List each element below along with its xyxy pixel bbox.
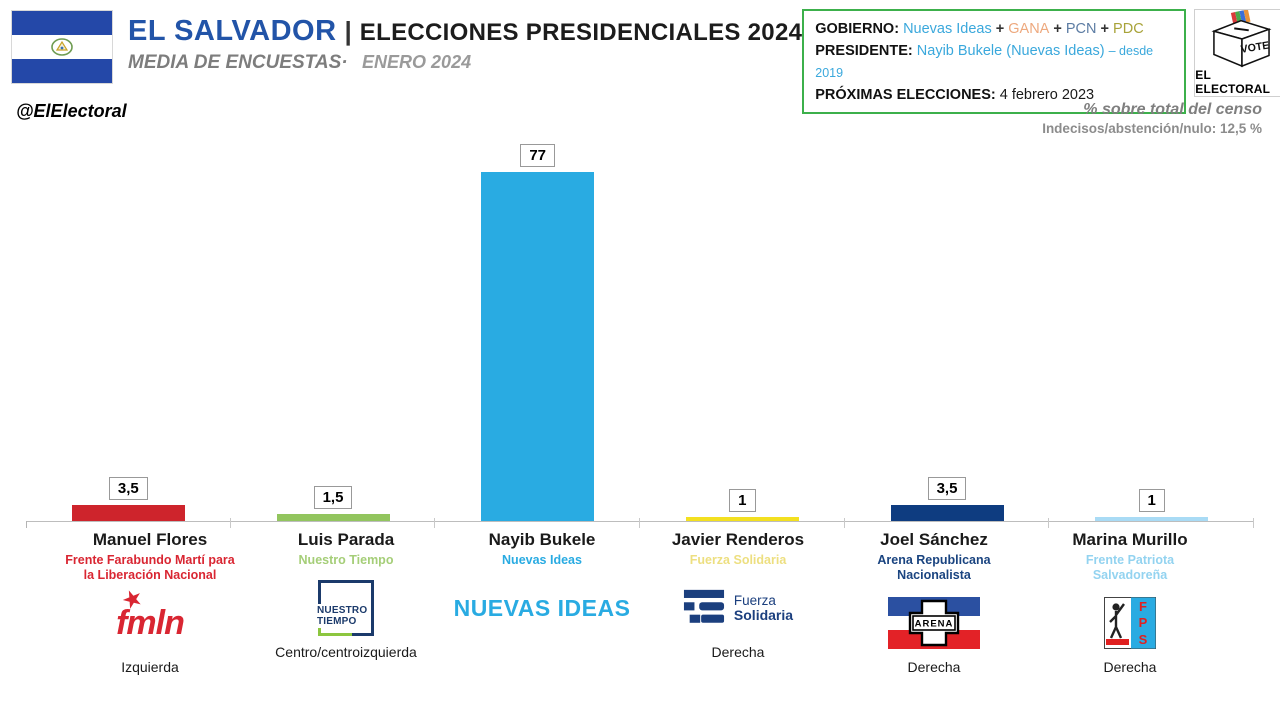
party-name: Arena Republicana Nacionalista xyxy=(877,553,991,582)
candidate-name: Marina Murillo xyxy=(1072,530,1188,549)
bar-javier-renderos xyxy=(685,516,799,521)
fps-logo: F P S xyxy=(1104,597,1156,649)
svg-text:F: F xyxy=(1139,599,1147,614)
svg-text:P: P xyxy=(1139,615,1148,630)
bar-slot-nayib-bukele: 77 xyxy=(435,144,640,528)
party-name: Fuerza Solidaria xyxy=(689,553,787,567)
candidate-cell-marina-murillo: Marina Murillo Frente Patriota Salvadore… xyxy=(1032,522,1228,676)
party-name: Nuestro Tiempo xyxy=(298,553,394,567)
el-salvador-flag xyxy=(11,10,113,84)
x-axis-labels: Manuel Flores Frente Farabundo Martí par… xyxy=(52,522,1228,676)
ideology-label: Izquierda xyxy=(121,659,179,675)
value-label: 1 xyxy=(729,488,756,512)
flag-coat-of-arms-icon xyxy=(51,38,73,56)
bar-slot-luis-parada: 1,5 xyxy=(231,486,436,528)
presidente-label: PRESIDENTE: xyxy=(815,43,913,59)
gobierno-parties: Nuevas Ideas + GANA + PCN + PDC xyxy=(903,21,1144,37)
gobierno-label: GOBIERNO: xyxy=(815,21,900,37)
svg-text:VOTE: VOTE xyxy=(1240,39,1270,55)
arena-logo: ARENA xyxy=(888,597,980,649)
plot-area: 3,5 1,5 77 1 3,5 1 xyxy=(26,136,1254,528)
el-electoral-logo: VOTE EL ELECTORAL xyxy=(1194,9,1280,97)
candidate-cell-luis-parada: Luis Parada Nuestro Tiempo NUESTRO TIEMP… xyxy=(248,522,444,676)
fs-monogram-icon xyxy=(683,589,724,623)
bar-nayib-bukele xyxy=(481,172,595,521)
bar-slot-manuel-flores: 3,5 xyxy=(26,477,231,528)
nuevas-ideas-logo: NUEVAS IDEAS xyxy=(453,594,631,621)
ideology-label: Derecha xyxy=(907,659,961,675)
svg-text:ARENA: ARENA xyxy=(915,619,954,630)
elecciones-value: 4 febrero 2023 xyxy=(999,87,1095,103)
value-label: 77 xyxy=(520,144,556,167)
presidente-since: – desde 2019 xyxy=(815,44,1154,80)
value-label: 1,5 xyxy=(313,486,353,510)
el-electoral-wordmark: EL ELECTORAL xyxy=(1195,68,1271,96)
svg-text:S: S xyxy=(1139,632,1148,647)
title-separator: | xyxy=(344,16,352,46)
value-label: 3,5 xyxy=(108,477,148,501)
census-note: % sobre total del censo xyxy=(1083,101,1262,118)
candidate-cell-nayib-bukele: Nayib Bukele Nuevas Ideas NUEVAS IDEAS xyxy=(444,522,640,676)
poll-bar-chart: 3,5 1,5 77 1 3,5 1 xyxy=(26,136,1254,676)
candidate-cell-joel-sanchez: Joel Sánchez Arena Republicana Nacionali… xyxy=(836,522,1032,676)
bar-slot-joel-sanchez: 3,5 xyxy=(845,477,1050,528)
elecciones-label: PRÓXIMAS ELECCIONES: xyxy=(815,87,996,103)
party-name: Frente Farabundo Martí para la Liberació… xyxy=(65,553,235,582)
presidente-value: Nayib Bukele (Nuevas Ideas) xyxy=(916,43,1105,59)
country-title: EL SALVADOR xyxy=(128,15,337,47)
subtitle: MEDIA DE ENCUESTAS· xyxy=(128,52,348,73)
candidate-name: Nayib Bukele xyxy=(488,530,596,549)
candidate-name: Manuel Flores xyxy=(92,530,208,549)
bar-marina-murillo xyxy=(1095,516,1209,521)
party-name: Nuevas Ideas xyxy=(502,553,582,567)
ideology-label: Derecha xyxy=(711,644,765,660)
value-label: 1 xyxy=(1138,488,1165,512)
government-info-box: GOBIERNO: Nuevas Ideas + GANA + PCN + PD… xyxy=(802,9,1187,114)
page-title: ELECCIONES PRESIDENCIALES 2024 xyxy=(359,19,803,46)
candidate-name: Joel Sánchez xyxy=(880,530,988,549)
ballot-box-icon: VOTE xyxy=(1211,10,1272,68)
fmln-logo: ★ fmln xyxy=(116,582,185,642)
header: EL SALVADOR | ELECCIONES PRESIDENCIALES … xyxy=(0,0,1280,114)
ideology-label: Centro/centroizquierda xyxy=(275,644,417,660)
census-note-block: % sobre total del censo Indecisos/absten… xyxy=(1042,101,1262,136)
bar-luis-parada xyxy=(276,514,390,521)
undecided-note: Indecisos/abstención/nulo: 12,5 % xyxy=(1042,121,1262,136)
candidate-cell-manuel-flores: Manuel Flores Frente Farabundo Martí par… xyxy=(52,522,248,676)
ideology-label: Derecha xyxy=(1103,659,1157,675)
value-label: 3,5 xyxy=(927,477,967,501)
info-row: @ElElectoral % sobre total del censo Ind… xyxy=(0,95,1280,136)
fuerza-solidaria-logo: Fuerza Solidaria xyxy=(683,589,793,627)
twitter-handle: @ElElectoral xyxy=(16,101,127,121)
nt-green-bottom xyxy=(318,633,352,636)
candidate-name: Javier Renderos xyxy=(671,530,805,549)
title-block: EL SALVADOR | ELECCIONES PRESIDENCIALES … xyxy=(128,9,802,74)
bar-joel-sanchez xyxy=(890,505,1004,521)
bar-slot-marina-murillo: 1 xyxy=(1049,488,1254,528)
bar-manuel-flores xyxy=(71,505,185,521)
nuestro-tiempo-logo: NUESTRO TIEMPO xyxy=(314,580,374,636)
subtitle-period: ENERO 2024 xyxy=(362,52,472,72)
candidate-name: Luis Parada xyxy=(297,530,395,549)
candidate-cell-javier-renderos: Javier Renderos Fuerza Solidaria Fuerza xyxy=(640,522,836,676)
party-name: Frente Patriota Salvadoreña xyxy=(1085,553,1175,582)
ideology-label xyxy=(444,644,640,661)
bar-slot-javier-renderos: 1 xyxy=(640,488,845,528)
